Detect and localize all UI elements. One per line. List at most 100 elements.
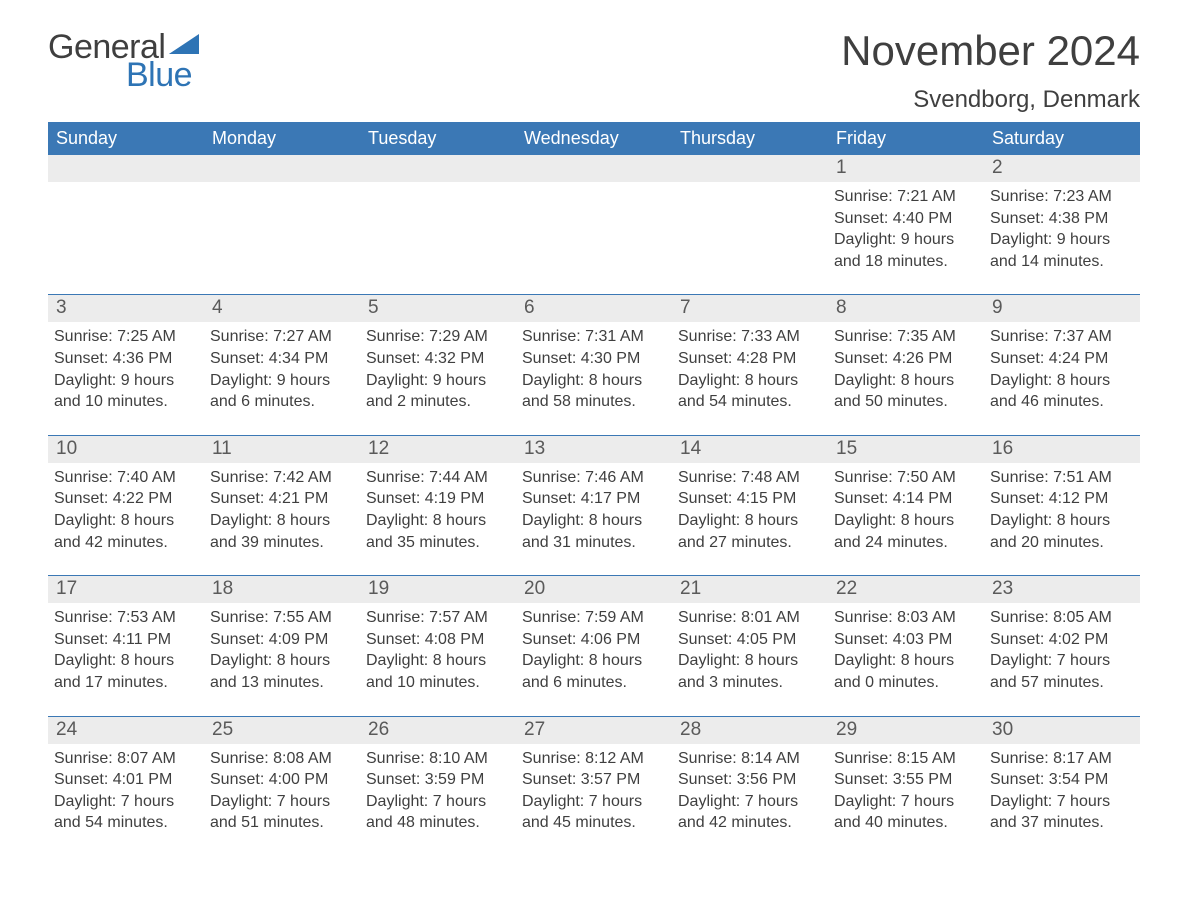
- day-number: 27: [516, 717, 672, 744]
- day-cell: 28Sunrise: 8:14 AMSunset: 3:56 PMDayligh…: [672, 717, 828, 840]
- daylight-line: Daylight: 8 hours and 20 minutes.: [990, 510, 1134, 553]
- day-details: Sunrise: 7:53 AMSunset: 4:11 PMDaylight:…: [48, 603, 204, 699]
- day-number: [204, 155, 360, 182]
- day-cell: 13Sunrise: 7:46 AMSunset: 4:17 PMDayligh…: [516, 436, 672, 559]
- daylight-line: Daylight: 7 hours and 57 minutes.: [990, 650, 1134, 693]
- day-details: Sunrise: 7:29 AMSunset: 4:32 PMDaylight:…: [360, 322, 516, 418]
- sunset-line: Sunset: 4:38 PM: [990, 208, 1134, 230]
- sunset-line: Sunset: 3:56 PM: [678, 769, 822, 791]
- daylight-line: Daylight: 8 hours and 54 minutes.: [678, 370, 822, 413]
- sunrise-line: Sunrise: 7:53 AM: [54, 607, 198, 629]
- sunrise-line: Sunrise: 7:35 AM: [834, 326, 978, 348]
- sunrise-line: Sunrise: 8:05 AM: [990, 607, 1134, 629]
- day-details: Sunrise: 8:07 AMSunset: 4:01 PMDaylight:…: [48, 744, 204, 840]
- day-details: Sunrise: 8:12 AMSunset: 3:57 PMDaylight:…: [516, 744, 672, 840]
- day-details: Sunrise: 7:50 AMSunset: 4:14 PMDaylight:…: [828, 463, 984, 559]
- day-cell: [672, 155, 828, 278]
- sunset-line: Sunset: 3:54 PM: [990, 769, 1134, 791]
- day-number: 22: [828, 576, 984, 603]
- day-number: [672, 155, 828, 182]
- weekday-header-row: SundayMondayTuesdayWednesdayThursdayFrid…: [48, 122, 1140, 155]
- week-row: 17Sunrise: 7:53 AMSunset: 4:11 PMDayligh…: [48, 575, 1140, 699]
- weekday-header: Monday: [204, 122, 360, 155]
- day-cell: 7Sunrise: 7:33 AMSunset: 4:28 PMDaylight…: [672, 295, 828, 418]
- logo: General Blue: [48, 30, 199, 92]
- sunrise-line: Sunrise: 8:10 AM: [366, 748, 510, 770]
- day-cell: 1Sunrise: 7:21 AMSunset: 4:40 PMDaylight…: [828, 155, 984, 278]
- day-cell: 10Sunrise: 7:40 AMSunset: 4:22 PMDayligh…: [48, 436, 204, 559]
- sunset-line: Sunset: 4:28 PM: [678, 348, 822, 370]
- day-cell: 21Sunrise: 8:01 AMSunset: 4:05 PMDayligh…: [672, 576, 828, 699]
- daylight-line: Daylight: 7 hours and 40 minutes.: [834, 791, 978, 834]
- sunset-line: Sunset: 4:19 PM: [366, 488, 510, 510]
- day-details: Sunrise: 7:55 AMSunset: 4:09 PMDaylight:…: [204, 603, 360, 699]
- sunrise-line: Sunrise: 8:12 AM: [522, 748, 666, 770]
- day-cell: 8Sunrise: 7:35 AMSunset: 4:26 PMDaylight…: [828, 295, 984, 418]
- daylight-line: Daylight: 7 hours and 37 minutes.: [990, 791, 1134, 834]
- daylight-line: Daylight: 7 hours and 51 minutes.: [210, 791, 354, 834]
- day-number: 2: [984, 155, 1140, 182]
- sunset-line: Sunset: 4:00 PM: [210, 769, 354, 791]
- daylight-line: Daylight: 8 hours and 46 minutes.: [990, 370, 1134, 413]
- sunrise-line: Sunrise: 7:31 AM: [522, 326, 666, 348]
- daylight-line: Daylight: 8 hours and 6 minutes.: [522, 650, 666, 693]
- day-cell: 9Sunrise: 7:37 AMSunset: 4:24 PMDaylight…: [984, 295, 1140, 418]
- day-details: Sunrise: 8:03 AMSunset: 4:03 PMDaylight:…: [828, 603, 984, 699]
- sunrise-line: Sunrise: 7:37 AM: [990, 326, 1134, 348]
- sunset-line: Sunset: 4:01 PM: [54, 769, 198, 791]
- day-details: Sunrise: 7:31 AMSunset: 4:30 PMDaylight:…: [516, 322, 672, 418]
- day-cell: 22Sunrise: 8:03 AMSunset: 4:03 PMDayligh…: [828, 576, 984, 699]
- day-details: Sunrise: 8:14 AMSunset: 3:56 PMDaylight:…: [672, 744, 828, 840]
- day-number: 13: [516, 436, 672, 463]
- day-cell: 26Sunrise: 8:10 AMSunset: 3:59 PMDayligh…: [360, 717, 516, 840]
- day-number: 16: [984, 436, 1140, 463]
- calendar: SundayMondayTuesdayWednesdayThursdayFrid…: [48, 122, 1140, 840]
- weekday-header: Sunday: [48, 122, 204, 155]
- day-details: Sunrise: 7:37 AMSunset: 4:24 PMDaylight:…: [984, 322, 1140, 418]
- sunrise-line: Sunrise: 7:33 AM: [678, 326, 822, 348]
- daylight-line: Daylight: 8 hours and 58 minutes.: [522, 370, 666, 413]
- day-number: 3: [48, 295, 204, 322]
- daylight-line: Daylight: 8 hours and 17 minutes.: [54, 650, 198, 693]
- sunset-line: Sunset: 4:09 PM: [210, 629, 354, 651]
- day-cell: 11Sunrise: 7:42 AMSunset: 4:21 PMDayligh…: [204, 436, 360, 559]
- day-cell: 25Sunrise: 8:08 AMSunset: 4:00 PMDayligh…: [204, 717, 360, 840]
- flag-icon: [169, 34, 199, 58]
- sunrise-line: Sunrise: 7:23 AM: [990, 186, 1134, 208]
- daylight-line: Daylight: 8 hours and 13 minutes.: [210, 650, 354, 693]
- daylight-line: Daylight: 9 hours and 2 minutes.: [366, 370, 510, 413]
- day-number: 28: [672, 717, 828, 744]
- day-number: 14: [672, 436, 828, 463]
- day-cell: 18Sunrise: 7:55 AMSunset: 4:09 PMDayligh…: [204, 576, 360, 699]
- sunset-line: Sunset: 3:59 PM: [366, 769, 510, 791]
- sunset-line: Sunset: 4:34 PM: [210, 348, 354, 370]
- daylight-line: Daylight: 8 hours and 50 minutes.: [834, 370, 978, 413]
- sunrise-line: Sunrise: 7:48 AM: [678, 467, 822, 489]
- day-number: 17: [48, 576, 204, 603]
- week-row: 24Sunrise: 8:07 AMSunset: 4:01 PMDayligh…: [48, 716, 1140, 840]
- sunset-line: Sunset: 4:22 PM: [54, 488, 198, 510]
- day-number: 11: [204, 436, 360, 463]
- day-details: Sunrise: 8:01 AMSunset: 4:05 PMDaylight:…: [672, 603, 828, 699]
- daylight-line: Daylight: 9 hours and 18 minutes.: [834, 229, 978, 272]
- sunset-line: Sunset: 4:14 PM: [834, 488, 978, 510]
- daylight-line: Daylight: 8 hours and 3 minutes.: [678, 650, 822, 693]
- day-details: Sunrise: 7:48 AMSunset: 4:15 PMDaylight:…: [672, 463, 828, 559]
- day-number: 8: [828, 295, 984, 322]
- sunset-line: Sunset: 4:03 PM: [834, 629, 978, 651]
- sunrise-line: Sunrise: 8:08 AM: [210, 748, 354, 770]
- daylight-line: Daylight: 9 hours and 6 minutes.: [210, 370, 354, 413]
- sunrise-line: Sunrise: 7:57 AM: [366, 607, 510, 629]
- day-cell: 12Sunrise: 7:44 AMSunset: 4:19 PMDayligh…: [360, 436, 516, 559]
- day-details: Sunrise: 8:05 AMSunset: 4:02 PMDaylight:…: [984, 603, 1140, 699]
- sunset-line: Sunset: 4:11 PM: [54, 629, 198, 651]
- day-cell: [48, 155, 204, 278]
- header: General Blue November 2024 Svendborg, De…: [48, 30, 1140, 114]
- sunrise-line: Sunrise: 8:03 AM: [834, 607, 978, 629]
- day-number: 19: [360, 576, 516, 603]
- sunset-line: Sunset: 4:15 PM: [678, 488, 822, 510]
- sunset-line: Sunset: 4:30 PM: [522, 348, 666, 370]
- day-number: [48, 155, 204, 182]
- sunset-line: Sunset: 4:32 PM: [366, 348, 510, 370]
- day-number: 10: [48, 436, 204, 463]
